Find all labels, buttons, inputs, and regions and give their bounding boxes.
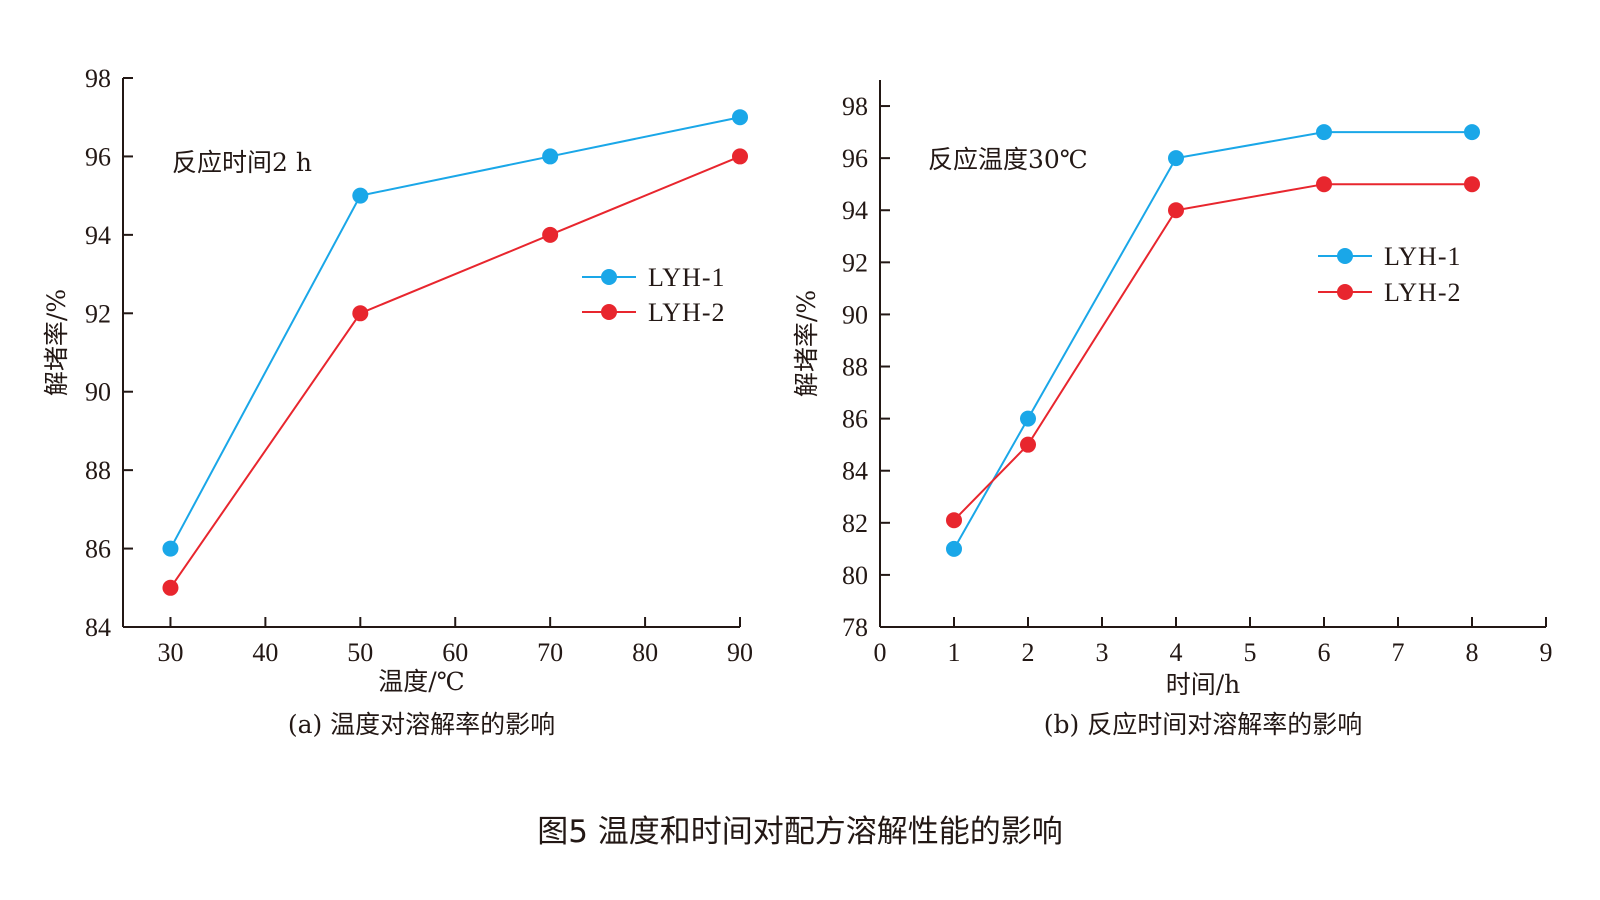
legend-marker-lyh-1	[1337, 248, 1353, 264]
data-point-lyh-1	[542, 148, 559, 165]
y-axis-label: 解堵率/%	[792, 290, 821, 397]
data-point-lyh-2	[1464, 176, 1480, 193]
chart-caption: (b) 反应时间对溶解率的影响	[1044, 710, 1362, 739]
x-tick-label: 4	[1170, 638, 1183, 667]
y-tick-label: 78	[842, 613, 868, 642]
data-point-lyh-2	[352, 305, 369, 322]
legend-label-lyh-1: LYH-1	[1384, 242, 1462, 271]
data-point-lyh-2	[732, 148, 748, 165]
chart-annotation: 反应时间2 h	[172, 148, 312, 177]
data-point-lyh-2	[1316, 176, 1332, 193]
data-point-lyh-1	[1020, 410, 1036, 427]
x-tick-label: 7	[1392, 638, 1405, 667]
y-tick-label: 88	[85, 456, 111, 485]
y-tick-label: 90	[842, 300, 868, 329]
data-point-lyh-2	[162, 579, 179, 596]
series-line-lyh-2	[953, 183, 1472, 521]
series-line-lyh-1	[953, 131, 1472, 550]
x-axis-label: 温度/℃	[378, 667, 464, 696]
y-tick-label: 84	[85, 613, 111, 642]
x-tick-label: 0	[874, 638, 887, 667]
chart-a-temperature: 84 86 88 90 92 94 96 98 30 40 50 60 70 80 90 温度/℃ 解堵率/% 反…	[42, 64, 753, 739]
legend-label-lyh-2: LYH-2	[1384, 278, 1462, 307]
x-tick-label: 3	[1096, 638, 1109, 667]
y-tick-label: 92	[842, 248, 868, 277]
y-tick-label: 98	[842, 92, 868, 121]
y-tick-label: 94	[842, 196, 868, 225]
y-tick-label: 98	[85, 64, 111, 93]
legend-marker-lyh-2	[1337, 284, 1353, 300]
data-point-lyh-2	[946, 512, 962, 529]
y-tick-label: 84	[842, 457, 868, 486]
y-tick-label: 86	[842, 405, 868, 434]
x-tick-label: 8	[1466, 638, 1479, 667]
y-tick-label: 90	[85, 378, 111, 407]
legend-marker-lyh-1	[601, 269, 617, 285]
y-tick-label: 92	[85, 299, 111, 328]
x-tick-label: 70	[537, 638, 563, 667]
y-tick-label: 80	[842, 561, 868, 590]
x-tick-label: 1	[948, 638, 961, 667]
series-line-lyh-2	[169, 155, 741, 589]
chart-caption: (a) 温度对溶解率的影响	[288, 710, 555, 739]
x-tick-label: 50	[347, 638, 373, 667]
y-axis-label: 解堵率/%	[42, 289, 71, 396]
y-tick-label: 96	[842, 144, 868, 173]
x-tick-label: 5	[1244, 638, 1257, 667]
legend-marker-lyh-2	[601, 304, 617, 320]
data-point-lyh-2	[1168, 202, 1184, 219]
x-tick-label: 60	[442, 638, 468, 667]
legend-label-lyh-1: LYH-1	[648, 263, 726, 292]
data-point-lyh-1	[946, 540, 962, 557]
x-axis-label: 时间/h	[1166, 670, 1241, 699]
data-point-lyh-2	[542, 226, 559, 243]
data-point-lyh-1	[162, 540, 179, 557]
y-tick-label: 94	[85, 221, 111, 250]
figure-title: 图5 温度和时间对配方溶解性能的影响	[537, 814, 1063, 850]
y-tick-label: 88	[842, 353, 868, 382]
x-tick-label: 6	[1318, 638, 1331, 667]
y-tick-label: 82	[842, 509, 868, 538]
x-tick-label: 9	[1540, 638, 1553, 667]
x-tick-label: 80	[632, 638, 658, 667]
series-line-lyh-1	[169, 116, 741, 550]
x-tick-label: 90	[727, 638, 753, 667]
data-point-lyh-1	[1316, 124, 1332, 141]
y-tick-label: 96	[85, 142, 111, 171]
x-tick-label: 40	[252, 638, 278, 667]
data-point-lyh-1	[732, 109, 748, 126]
data-point-lyh-1	[1168, 150, 1184, 167]
data-point-lyh-2	[1020, 436, 1036, 453]
y-tick-label: 86	[85, 535, 111, 564]
legend-label-lyh-2: LYH-2	[648, 298, 726, 327]
chart-annotation: 反应温度30℃	[928, 145, 1088, 174]
data-point-lyh-1	[352, 187, 369, 204]
data-point-lyh-1	[1464, 124, 1480, 141]
x-tick-label: 30	[157, 638, 183, 667]
x-tick-label: 2	[1022, 638, 1035, 667]
